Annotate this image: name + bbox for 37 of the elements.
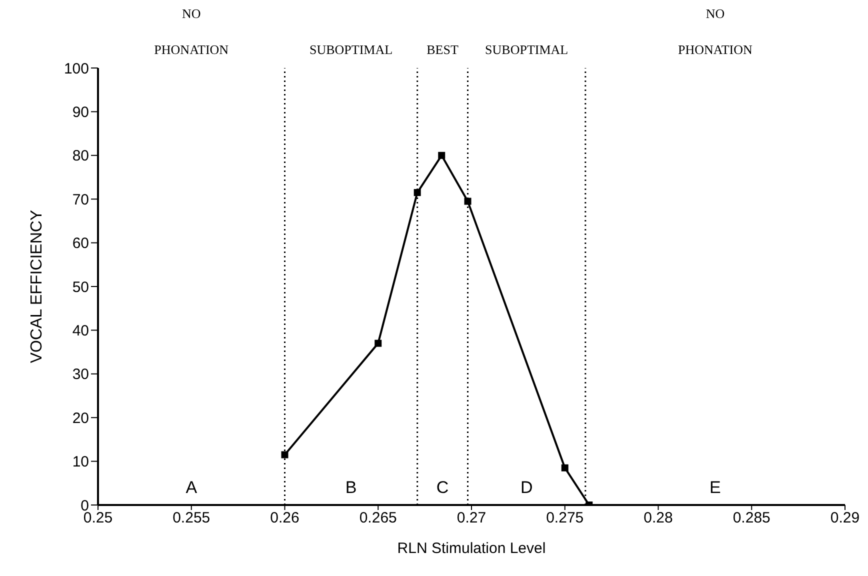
x-tick-label: 0.255 — [172, 510, 210, 527]
text: NO PHONATION — [678, 6, 752, 57]
text: NO PHONATION — [154, 6, 229, 57]
point — [561, 464, 568, 472]
annotation: D — [520, 478, 533, 497]
point — [464, 198, 472, 205]
text: BEST — [426, 42, 458, 57]
y-tick-label: 50 — [72, 278, 89, 296]
y-tick-label: 70 — [72, 191, 89, 208]
y-tick-label: 30 — [72, 366, 89, 384]
x-tick-label: 0.275 — [546, 510, 584, 527]
annotation: E — [710, 478, 721, 497]
x-tick-label: 0.285 — [732, 510, 770, 527]
y-tick-label: 40 — [72, 322, 89, 340]
annotation: C — [436, 478, 449, 497]
point — [414, 189, 421, 196]
annotation: B — [345, 478, 357, 497]
x-tick-label: 0.28 — [644, 510, 673, 527]
x-axis-title: RLN Stimulation Level — [397, 540, 546, 557]
y-tick-label: 60 — [72, 235, 89, 252]
y-axis-title: VOCAL EFFICIENCY — [28, 210, 46, 364]
point — [374, 340, 382, 347]
x-tick-label: 0.29 — [830, 510, 860, 527]
y-tick-label: 100 — [64, 60, 89, 78]
y-tick-label: 20 — [72, 410, 89, 427]
point — [438, 152, 446, 159]
text: SUBOPTIMAL — [485, 42, 568, 57]
point — [281, 451, 288, 458]
x-tick-label: 0.26 — [270, 510, 300, 527]
text: SUBOPTIMAL — [310, 42, 393, 57]
y-tick-label: 80 — [72, 148, 89, 165]
x-tick-label: 0.265 — [359, 510, 397, 527]
annotation: A — [186, 478, 198, 497]
x-tick-label: 0.27 — [456, 510, 486, 527]
x-tick-label: 0.25 — [83, 510, 113, 527]
y-tick-label: 90 — [72, 104, 89, 122]
y-tick-label: 10 — [72, 454, 89, 471]
